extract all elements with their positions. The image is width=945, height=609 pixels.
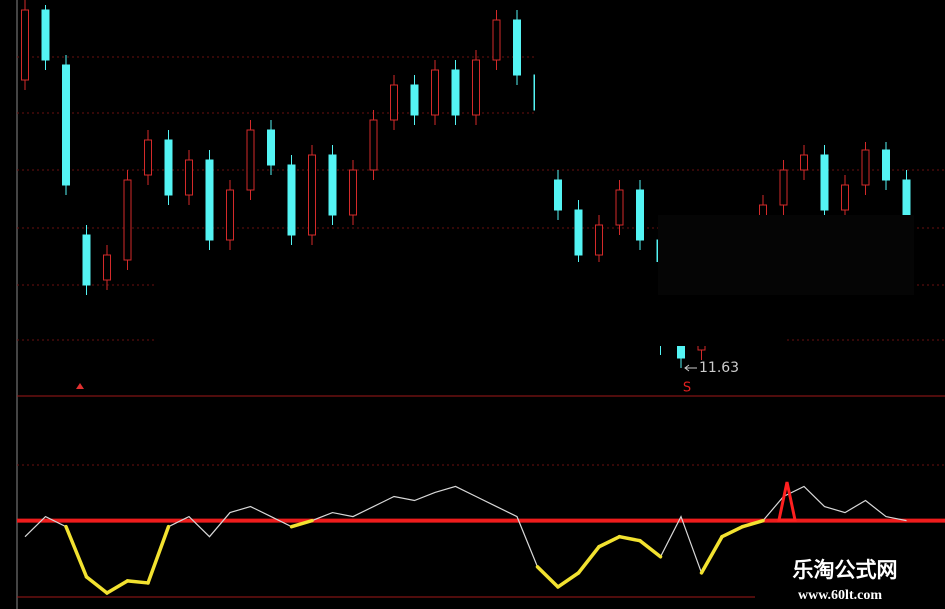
mask [535,0,945,142]
candle-body [677,344,685,359]
candle-body [226,189,234,241]
signal-triangle [777,481,797,522]
candle-body [574,209,583,256]
buy-marker [76,383,84,389]
candle-body [349,169,357,216]
candle-body [492,19,501,61]
indicator-low-segment [720,524,745,539]
indicator-low-segment [289,518,314,529]
candle-body [123,179,132,261]
candle-body [902,179,911,216]
candle-body [431,69,439,116]
indicator-low-segment [638,538,663,559]
candle-body [554,179,562,211]
candle-body [308,154,316,236]
candle-body [636,189,644,241]
watermark-title: 乐淘公式网 [793,558,898,582]
candle-body [800,154,808,171]
candle-body [41,9,50,61]
candle-body [267,129,275,166]
watermark-box [755,545,945,609]
candle-body [615,189,624,226]
indicator-low-segment [84,575,109,595]
indicator-low-segment [105,579,130,595]
candle-body [410,84,419,116]
candle-body [451,69,460,116]
candle-body [513,19,521,76]
indicator-low-segment [146,524,171,585]
candle-body [62,64,70,186]
candle-body [246,129,255,191]
masks [157,0,945,346]
candle-body [390,84,398,121]
candle-body [82,234,91,286]
indicator-low-segment [699,534,724,575]
candle-body [185,159,193,196]
candle-body [595,224,603,256]
candle-body [369,119,378,171]
candle-body [103,254,111,281]
annotation-arrow-head [684,364,690,372]
candle-body [287,164,296,236]
indicator-low-segment [125,579,150,585]
candle-body [21,9,29,81]
indicator-low-segment [597,534,622,549]
indicator-low-segment [556,571,581,589]
candle-body [882,149,890,181]
indicator-low-segment [576,545,601,575]
candle-body [328,154,337,216]
indicator-low-segment [64,524,89,579]
candle-body [820,154,829,211]
candle-body [472,59,480,116]
candle-body [841,184,849,211]
candle-body [144,139,152,176]
candle-body [164,139,173,196]
low-annotation: 11.63 [699,360,739,376]
watermark-url: www.60lt.com [798,588,882,603]
candle-body [861,149,870,186]
candle-body [205,159,214,241]
candle-body [779,169,788,206]
indicator [17,485,945,595]
sell-signal: S [683,381,691,396]
indicator-low-segment [535,565,560,589]
mask [658,215,914,295]
indicator-low-segment [617,534,642,543]
indicator-low-segment [740,518,765,529]
